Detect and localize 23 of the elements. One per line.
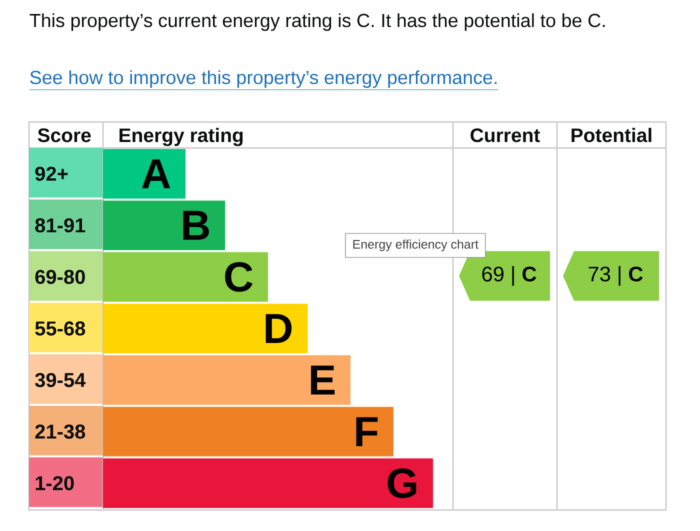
chart-title: This property’s current energy rating is C. It has the potential to be C. bbox=[30, 13, 605, 31]
chart-subtitle: See how to improve this property’s energy performance. bbox=[30, 70, 497, 88]
annotation: B bbox=[183, 210, 209, 240]
annotation: G bbox=[388, 468, 416, 498]
y-tick-label: 81-91 bbox=[35, 218, 86, 232]
y-tick-label: 1-20 bbox=[36, 476, 74, 490]
annotation: F bbox=[356, 417, 378, 446]
y-tick-label: 39-54 bbox=[35, 372, 86, 388]
y-tick-label: 92+ bbox=[35, 166, 68, 181]
annotation: D bbox=[266, 314, 292, 343]
y-axis-title: Score bbox=[38, 128, 91, 142]
annotation: E bbox=[311, 366, 335, 395]
text: 69 | C bbox=[482, 266, 536, 286]
text: Current bbox=[470, 128, 540, 142]
text: Potential bbox=[572, 128, 652, 142]
y-tick-label: 21-38 bbox=[35, 424, 86, 439]
x-axis-title: Energy rating bbox=[120, 128, 243, 146]
annotation: A bbox=[142, 159, 170, 188]
text: 73 | C bbox=[588, 266, 643, 286]
y-tick-label: 55-68 bbox=[35, 321, 86, 336]
y-tick-label: 69-80 bbox=[35, 270, 85, 284]
annotation: C bbox=[225, 262, 253, 292]
annotation: Energy efficiency chart bbox=[353, 240, 478, 252]
